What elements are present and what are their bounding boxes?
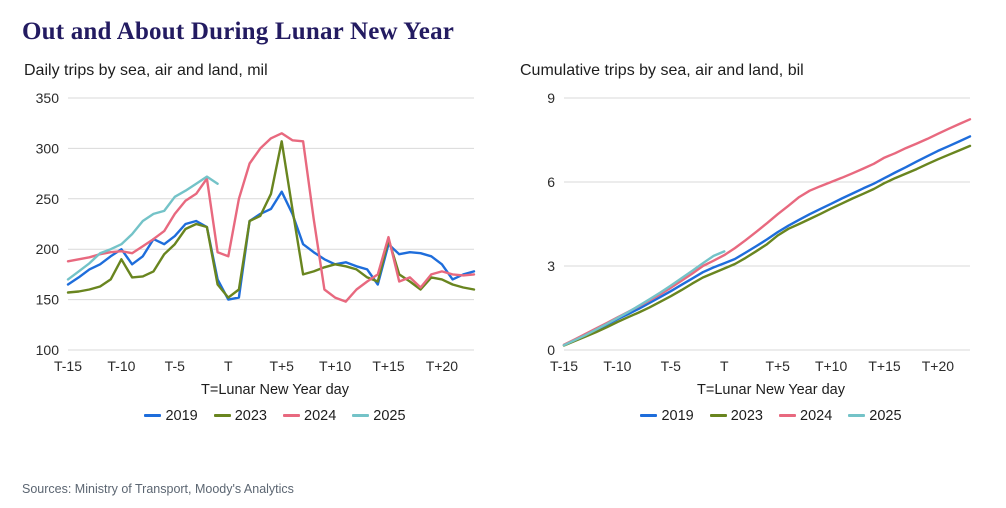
legend-item-2019: 2019 bbox=[640, 407, 694, 424]
page-title: Out and About During Lunar New Year bbox=[22, 18, 455, 45]
x-tick-label: T-5 bbox=[661, 358, 681, 374]
legend-label-2025: 2025 bbox=[869, 407, 902, 424]
y-tick-label: 6 bbox=[547, 174, 555, 190]
chart-svg: 0 3 6 9 T-15 T-10 T-5 T T+5 T+10 T+15 T+20 bbox=[547, 90, 972, 374]
sources-note: Sources: Ministry of Transport, Moody's … bbox=[22, 482, 294, 496]
legend-item-2024: 2024 bbox=[283, 408, 336, 424]
legend-label-2019: 2019 bbox=[661, 407, 694, 424]
charts-row: Daily trips by sea, air and land, mil 10… bbox=[22, 62, 984, 424]
daily-chart-plot: 100 150 200 250 300 350 T-15 T-10 T-5 T T+5 T+10 T+1… bbox=[22, 88, 490, 380]
legend-item-2025: 2025 bbox=[848, 407, 902, 424]
legend-swatch-2024 bbox=[779, 414, 796, 417]
legend-swatch-2024 bbox=[283, 414, 300, 417]
series-line-2025 bbox=[66, 174, 219, 281]
legend-label-2025: 2025 bbox=[373, 407, 406, 424]
y-tick-label: 300 bbox=[36, 140, 60, 156]
series-line-2025 bbox=[562, 249, 726, 346]
legend-item-2024: 2024 bbox=[779, 408, 832, 424]
x-tick-label: T+5 bbox=[765, 358, 790, 374]
legend-label-2019: 2019 bbox=[165, 407, 198, 424]
series-line-2019 bbox=[562, 134, 972, 346]
legend-item-2023: 2023 bbox=[709, 407, 763, 424]
series-line-2024 bbox=[66, 131, 476, 303]
daily-chart-legend: 2019 2023 2024 2025 bbox=[22, 408, 490, 424]
legend-label-2024: 2024 bbox=[304, 407, 337, 424]
daily-trips-panel: Daily trips by sea, air and land, mil 10… bbox=[22, 62, 490, 424]
legend-label-2023: 2023 bbox=[234, 407, 267, 424]
legend-item-2019: 2019 bbox=[144, 407, 198, 424]
x-tick-label: T-15 bbox=[550, 358, 578, 374]
legend-swatch-2025 bbox=[848, 414, 866, 417]
legend-swatch-2019 bbox=[144, 414, 162, 417]
y-tick-label: 200 bbox=[36, 241, 60, 257]
legend-swatch-2025 bbox=[352, 414, 370, 417]
x-tick-label: T+10 bbox=[815, 358, 848, 374]
x-tick-label: T+5 bbox=[269, 358, 294, 374]
series-line-2023 bbox=[562, 144, 972, 347]
cumulative-chart-legend: 2019 2023 2024 2025 bbox=[518, 408, 986, 424]
cumulative-trips-panel: Cumulative trips by sea, air and land, b… bbox=[518, 62, 986, 424]
legend-swatch-2023 bbox=[709, 414, 727, 417]
y-tick-label: 250 bbox=[36, 190, 60, 206]
x-tick-label: T bbox=[720, 358, 729, 374]
y-tick-label: 3 bbox=[547, 258, 555, 274]
x-tick-label: T-10 bbox=[107, 358, 135, 374]
x-tick-label: T-10 bbox=[603, 358, 631, 374]
daily-x-axis-label: T=Lunar New Year day bbox=[201, 381, 349, 398]
legend-swatch-2019 bbox=[640, 414, 658, 417]
series-line-2019 bbox=[66, 189, 476, 301]
x-tick-label: T+10 bbox=[319, 358, 352, 374]
legend-item-2025: 2025 bbox=[352, 407, 406, 424]
x-tick-label: T+20 bbox=[426, 358, 459, 374]
daily-chart-subtitle: Daily trips by sea, air and land, mil bbox=[24, 61, 268, 79]
x-tick-label: T+20 bbox=[922, 358, 955, 374]
legend-label-2023: 2023 bbox=[730, 407, 763, 424]
x-tick-label: T-15 bbox=[54, 358, 82, 374]
series-line-2024 bbox=[562, 117, 972, 346]
y-tick-label: 350 bbox=[36, 90, 60, 106]
cumulative-chart-plot: 0 3 6 9 T-15 T-10 T-5 T T+5 T+10 T+15 T+20 bbox=[518, 88, 986, 380]
cumulative-x-axis-label: T=Lunar New Year day bbox=[697, 381, 845, 398]
x-tick-label: T bbox=[224, 358, 233, 374]
y-tick-label: 100 bbox=[36, 342, 60, 358]
series-line-2023 bbox=[66, 139, 476, 299]
x-tick-label: T+15 bbox=[372, 358, 405, 374]
y-tick-label: 9 bbox=[547, 90, 555, 106]
y-tick-label: 0 bbox=[547, 342, 555, 358]
x-tick-label: T-5 bbox=[165, 358, 185, 374]
legend-label-2024: 2024 bbox=[800, 407, 833, 424]
y-tick-label: 150 bbox=[36, 291, 60, 307]
x-tick-label: T+15 bbox=[868, 358, 901, 374]
legend-item-2023: 2023 bbox=[213, 407, 267, 424]
legend-swatch-2023 bbox=[213, 414, 231, 417]
chart-svg: 100 150 200 250 300 350 T-15 T-10 T-5 T T+5 T+10 T+1… bbox=[36, 90, 476, 374]
cumulative-chart-subtitle: Cumulative trips by sea, air and land, b… bbox=[520, 61, 804, 79]
